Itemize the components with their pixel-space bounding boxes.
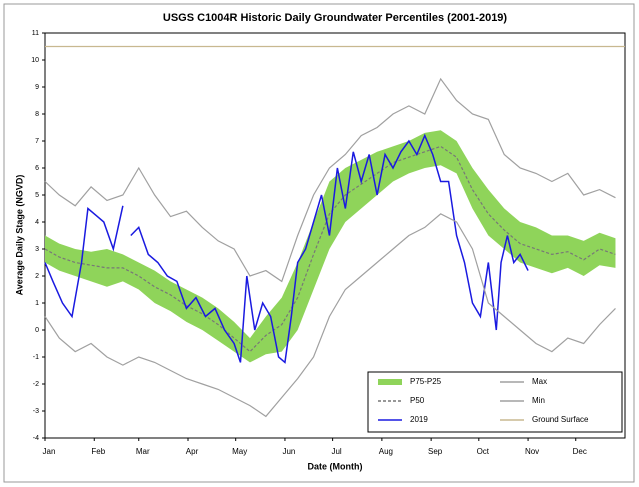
y-tick-label: 2 — [35, 273, 39, 280]
x-tick-label: Oct — [477, 447, 490, 456]
legend-swatch — [378, 379, 402, 385]
percentile-band — [45, 130, 616, 363]
y-tick-label: -1 — [33, 354, 39, 361]
legend-label: P50 — [410, 396, 425, 405]
series-line — [44, 133, 529, 364]
x-tick-label: Jul — [331, 447, 341, 456]
legend-label: P75-P25 — [410, 377, 442, 386]
y-tick-label: 4 — [35, 219, 39, 226]
y-tick-label: 0 — [35, 327, 39, 334]
x-tick-label: Jan — [43, 447, 56, 456]
y-tick-label: 1 — [35, 300, 39, 307]
y-tick-label: 3 — [35, 246, 39, 253]
y-tick-label: -4 — [33, 435, 39, 442]
y-tick-label: 11 — [32, 30, 39, 37]
x-axis-label: Date (Month) — [308, 461, 363, 471]
y-tick-label: 5 — [35, 192, 39, 199]
series-line — [44, 145, 616, 353]
legend-label: 2019 — [410, 415, 428, 424]
y-tick-label: 7 — [35, 138, 39, 145]
y-axis-label: Average Daily Stage (NGVD) — [14, 175, 24, 296]
legend — [367, 371, 623, 433]
y-tick-label: 10 — [31, 57, 39, 64]
legend-label: Max — [532, 377, 547, 386]
legend-label: Min — [532, 396, 545, 405]
x-tick-label: Mar — [136, 447, 150, 456]
x-tick-label: Feb — [91, 447, 105, 456]
y-tick-label: -3 — [33, 408, 39, 415]
x-tick-label: May — [232, 447, 247, 456]
y-tick-label: 6 — [35, 165, 39, 172]
legend-label: Ground Surface — [532, 415, 589, 424]
series-line — [44, 77, 616, 283]
x-tick-label: Nov — [525, 447, 539, 456]
y-tick-label: 8 — [35, 111, 39, 118]
y-tick-label: -2 — [33, 381, 39, 388]
series-line — [44, 213, 616, 418]
x-tick-label: Sep — [428, 447, 443, 456]
x-tick-label: Apr — [186, 447, 199, 456]
x-tick-label: Jun — [282, 447, 295, 456]
y-tick-label: 9 — [35, 84, 39, 91]
x-tick-label: Aug — [379, 447, 393, 456]
chart-title: USGS C1004R Historic Daily Groundwater P… — [163, 12, 508, 24]
x-tick-label: Dec — [573, 447, 587, 456]
